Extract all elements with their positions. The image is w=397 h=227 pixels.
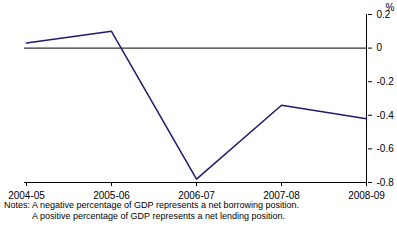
- svg-text:2005-06: 2005-06: [93, 190, 130, 200]
- svg-text:-0.8: -0.8: [377, 177, 395, 188]
- html-text:A positive percentage of GDP r: A positive percentage of GDP represents …: [32, 211, 285, 221]
- svg-text:2004-05: 2004-05: [8, 190, 45, 200]
- svg-text:0.2: 0.2: [376, 8, 391, 20]
- svg-text:2008-09: 2008-09: [348, 190, 385, 200]
- html-text:Notes: A negative percentage o: Notes: A negative percentage of GDP repr…: [4, 200, 299, 210]
- svg-text:-0.2: -0.2: [377, 76, 395, 87]
- svg-text:-0.6: -0.6: [377, 143, 395, 154]
- svg-text:2007-08: 2007-08: [263, 190, 300, 200]
- svg-text:-0.4: -0.4: [377, 110, 395, 121]
- svg-text:2006-07: 2006-07: [178, 190, 215, 200]
- svg-text:0: 0: [377, 42, 383, 53]
- svg-text:%: %: [386, 2, 395, 13]
